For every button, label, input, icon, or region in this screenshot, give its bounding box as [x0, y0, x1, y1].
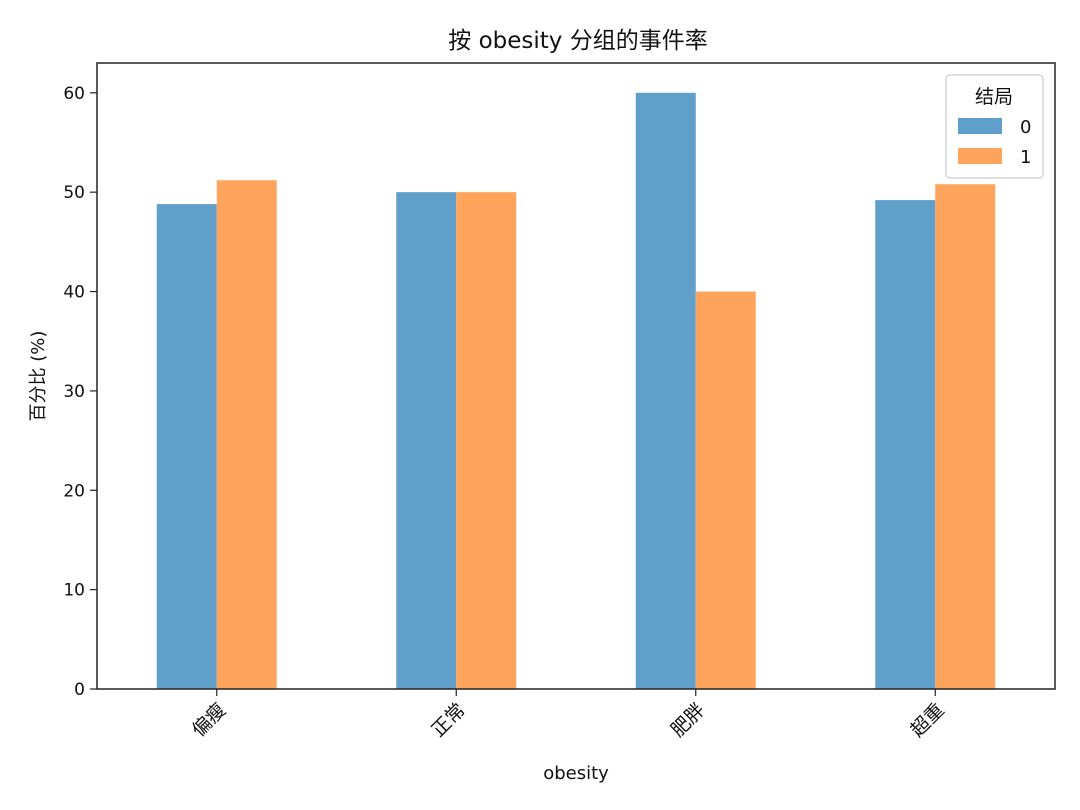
legend-label-1: 1: [1020, 147, 1031, 168]
bar-series-1-1: [216, 180, 277, 689]
legend-label-0: 0: [1020, 117, 1031, 138]
legend-title: 结局: [975, 86, 1013, 108]
x-axis: 偏瘦 正常 肥胖 超重: [188, 689, 949, 741]
x-tick-label-3: 肥胖: [667, 699, 709, 741]
bars-group: [156, 92, 996, 690]
y-tick-label-60: 60: [63, 84, 85, 104]
bar-series-1-3: [695, 291, 756, 689]
y-axis-label: 百分比 (%): [28, 331, 49, 422]
y-tick-label-50: 50: [63, 183, 85, 203]
legend: 结局 0 1: [945, 74, 1044, 179]
y-tick-label-40: 40: [63, 283, 85, 303]
bar-series-0-3: [635, 92, 696, 689]
legend-swatch-1: [958, 148, 1002, 164]
x-axis-label: obesity: [543, 763, 609, 784]
plot-frame: [96, 62, 1056, 690]
y-tick-label-10: 10: [63, 581, 85, 601]
bar-series-0-1: [156, 204, 217, 689]
y-tick-label-30: 30: [63, 382, 85, 402]
bar-series-0-4: [875, 200, 936, 689]
x-tick-label-2: 正常: [427, 699, 469, 741]
legend-swatch-0: [958, 118, 1002, 134]
bar-series-0-2: [396, 192, 457, 690]
bar-series-1-4: [935, 184, 996, 690]
bar-series-1-2: [456, 192, 517, 690]
y-tick-label-20: 20: [63, 481, 85, 501]
y-tick-label-0: 0: [74, 680, 85, 700]
x-tick-label-4: 超重: [906, 699, 948, 741]
y-axis: 0 10 20 30 40 50 60: [63, 84, 97, 700]
chart-title: 按 obesity 分组的事件率: [448, 28, 707, 54]
x-tick-label-1: 偏瘦: [188, 699, 230, 741]
